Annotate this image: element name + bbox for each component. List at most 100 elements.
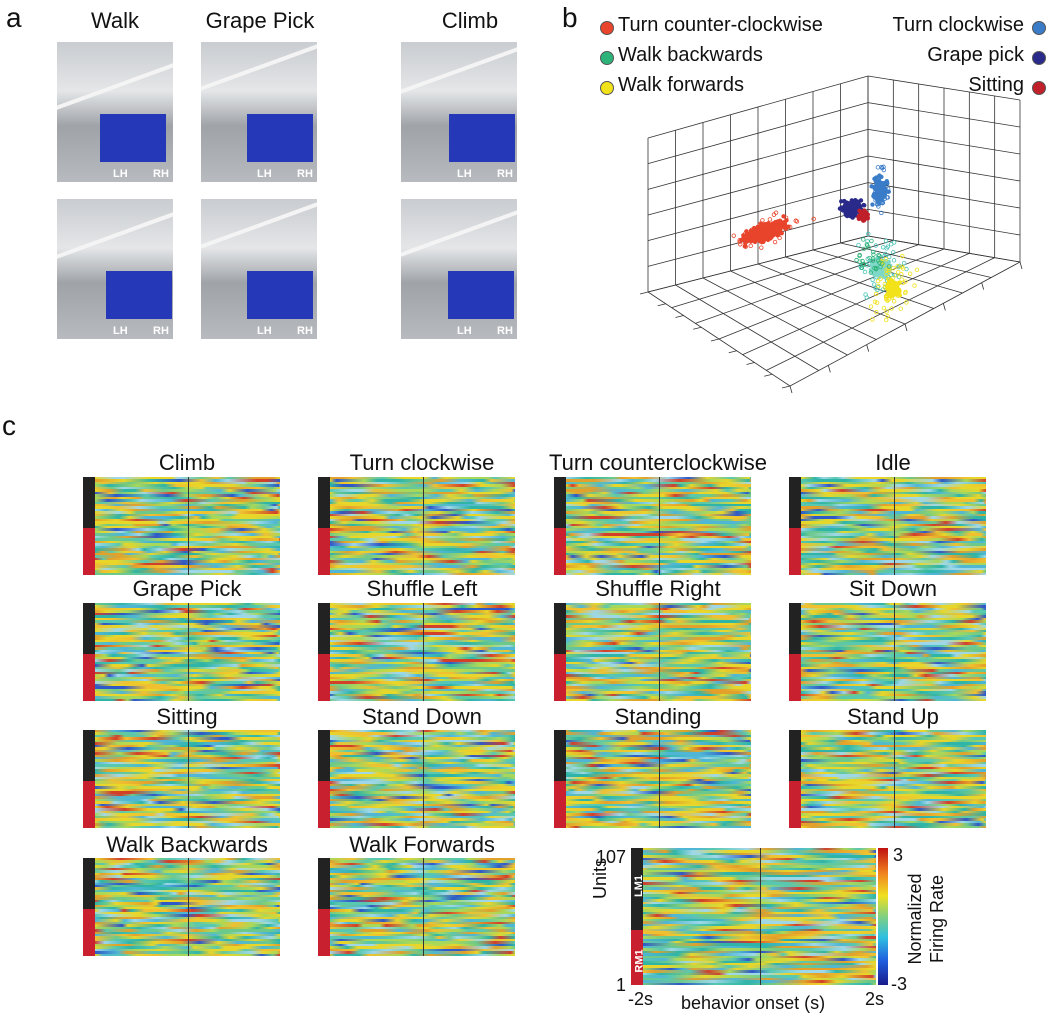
box-line: [866, 344, 870, 352]
scatter-point: [850, 199, 856, 204]
legend-label: Sitting: [968, 74, 1024, 96]
region-bar-lm1: [83, 730, 95, 781]
scatter-point: [873, 273, 878, 278]
scatter-point: [738, 242, 743, 247]
region-bar-lm1: [83, 477, 95, 528]
heatmap-title: Turn counterclockwise: [548, 450, 768, 475]
region-bar-lm1: [318, 477, 330, 528]
scatter-point: [763, 235, 769, 241]
scatter-point: [885, 292, 890, 297]
scatter-point: [861, 246, 867, 252]
scatter-point: [887, 254, 892, 260]
scatter-point: [875, 165, 881, 170]
heatmap-title: Standing: [614, 704, 702, 729]
region-bar-lm1: [318, 603, 330, 654]
y-tick-label: 1: [615, 975, 626, 995]
scatter-point: [748, 237, 753, 242]
scatter-point: [896, 287, 902, 293]
scatter-point: [871, 249, 876, 255]
scatter-point: [901, 260, 907, 266]
scatter-point: [731, 233, 736, 238]
region-bar-lm1: [83, 603, 95, 654]
region-bar-rm1: [631, 930, 643, 985]
legend-label: Walk forwards: [618, 74, 744, 96]
scatter-point: [862, 203, 867, 208]
heatmap-title: Turn clockwise: [349, 450, 495, 475]
scatter-point: [870, 202, 875, 207]
box-line: [647, 155, 869, 216]
hand-label: LH: [457, 168, 472, 180]
scatter-point: [877, 201, 882, 206]
heatmap: [801, 730, 986, 828]
scatter-point: [773, 220, 778, 225]
legend-label: Turn clockwise: [892, 14, 1024, 36]
box-line: [867, 102, 1021, 128]
heatmap-title: Stand Up: [847, 704, 939, 729]
box-line: [827, 365, 831, 373]
heatmap: [801, 477, 986, 575]
box-line: [647, 102, 869, 165]
region-bar-lm1: [789, 477, 801, 528]
onset-line: [893, 603, 895, 701]
scatter-point: [858, 198, 864, 203]
region-bar-rm1: [318, 653, 330, 701]
scatter-point: [888, 282, 893, 287]
heatmap: [95, 477, 280, 575]
scatter-point: [904, 300, 909, 305]
colorbar: [878, 848, 888, 985]
scatter-point: [771, 212, 777, 217]
heatmap: [566, 477, 751, 575]
legend-label: Turn counter-clockwise: [618, 14, 823, 36]
scatter-point: [768, 229, 774, 234]
scatter-point: [871, 282, 877, 287]
box-line: [764, 373, 773, 377]
scatter-point: [868, 304, 874, 309]
scatter-point: [881, 167, 887, 173]
scatter-3d: [639, 75, 1023, 394]
scatter-point: [881, 164, 886, 170]
onset-line: [759, 848, 761, 985]
scatter-point: [845, 213, 850, 219]
box-line: [647, 182, 869, 242]
region-bar-rm1: [789, 527, 801, 575]
box-line: [789, 385, 793, 394]
region-label: RM1: [633, 949, 646, 973]
box-line: [675, 315, 684, 318]
panel-letter: a: [6, 2, 22, 33]
box-line: [647, 235, 869, 293]
scatter-point: [859, 265, 865, 270]
scatter-point: [741, 233, 746, 238]
scatter-point: [886, 264, 892, 269]
scatter-point: [854, 257, 859, 263]
region-bar-rm1: [83, 780, 95, 828]
hand-label: LH: [257, 325, 272, 337]
scatter-point: [755, 229, 760, 234]
heat-grid: [448, 114, 515, 162]
scatter-point: [869, 238, 874, 244]
heatmap-title: Climb: [158, 450, 216, 475]
heatmap-title: Shuffle Left: [366, 576, 478, 601]
scatter-point: [757, 238, 762, 243]
region-bar-rm1: [318, 527, 330, 575]
scatter-point: [882, 274, 887, 279]
heatmap: [330, 730, 515, 828]
onset-line: [893, 477, 895, 575]
scatter-point: [867, 255, 872, 261]
scatter-point: [771, 224, 777, 229]
scatter-point: [877, 181, 883, 186]
scatter-point: [873, 176, 879, 181]
scatter-point: [883, 238, 889, 244]
scatter-point: [775, 230, 781, 235]
hand-label: RH: [297, 325, 313, 337]
legend-dot: [1032, 81, 1046, 95]
heat-grid: [100, 114, 167, 162]
scatter-point: [748, 243, 753, 249]
scatter-point: [893, 285, 898, 290]
region-bar-lm1: [789, 730, 801, 781]
box-line: [742, 252, 970, 356]
box-line: [710, 338, 720, 342]
heatmap: [643, 848, 876, 985]
onset-line: [893, 730, 895, 828]
heatmap-title: Shuffle Right: [595, 576, 721, 601]
heatmap-title: Walk Forwards: [349, 832, 495, 857]
